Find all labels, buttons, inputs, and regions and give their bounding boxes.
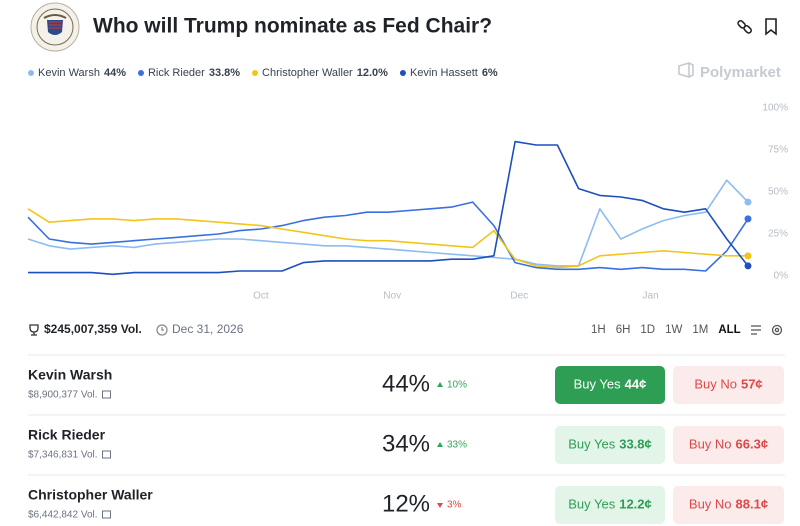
legend-name: Kevin Warsh	[38, 67, 100, 79]
buy-yes-price[interactable]: 33.8¢	[619, 436, 652, 451]
brand-icon	[678, 61, 694, 79]
series-end-dot	[744, 198, 752, 206]
legend-value: 33.8%	[209, 67, 240, 79]
series-end-dot	[744, 215, 752, 223]
buy-no-label[interactable]: Buy No	[689, 436, 732, 451]
y-tick-label: 50%	[768, 187, 788, 198]
trophy-icon	[29, 324, 39, 336]
market-logo	[30, 2, 80, 52]
series-end-dot	[744, 252, 752, 260]
x-tick-label: Nov	[383, 291, 401, 302]
series-end-dot	[744, 262, 752, 270]
market-name: Christopher Waller	[28, 487, 153, 503]
x-tick-label: Oct	[253, 291, 269, 302]
market-change: 3%	[447, 500, 462, 511]
buy-yes-label[interactable]: Buy Yes	[568, 496, 615, 511]
market-chance: 12%	[382, 490, 430, 517]
market-change: 10%	[447, 380, 467, 391]
gift-icon	[102, 510, 112, 519]
change-up-arrow	[437, 442, 443, 447]
market-chance: 34%	[382, 430, 430, 457]
legend-dot	[28, 70, 34, 76]
market-name: Rick Rieder	[28, 427, 106, 443]
buy-yes-button[interactable]	[555, 486, 665, 524]
title: Who will Trump nominate as Fed Chair?	[93, 15, 492, 38]
buy-yes-label[interactable]: Buy Yes	[568, 436, 615, 451]
change-up-arrow	[437, 382, 443, 387]
series-line	[28, 140, 749, 276]
buy-no-price[interactable]: 66.3¢	[736, 436, 769, 451]
y-tick-label: 100%	[762, 103, 788, 114]
legend-dot	[399, 70, 406, 76]
market-volume: $6,442,842 Vol.	[28, 510, 98, 521]
buy-yes-label[interactable]: Buy Yes	[574, 376, 621, 391]
buy-no-label[interactable]: Buy No	[694, 376, 737, 391]
total-volume: $245,007,359 Vol.	[44, 322, 142, 336]
legend-value: 44%	[104, 67, 126, 79]
x-tick-label: Jan	[643, 291, 659, 302]
y-tick-label: 25%	[768, 229, 788, 240]
y-tick-label: 75%	[768, 145, 788, 156]
buy-yes-price[interactable]: 44¢	[625, 376, 647, 391]
bookmark-icon[interactable]	[765, 18, 777, 36]
legend-dot	[137, 70, 144, 76]
market-volume: $8,900,377 Vol.	[28, 390, 98, 401]
legend-name: Rick Rieder	[148, 67, 205, 79]
change-down-arrow	[437, 503, 443, 508]
market-change: 33%	[447, 440, 467, 451]
buy-no-label[interactable]: Buy No	[689, 496, 732, 511]
market-volume: $7,346,831 Vol.	[28, 450, 98, 461]
buy-yes-button[interactable]	[555, 426, 665, 464]
buy-no-price[interactable]: 57¢	[741, 376, 763, 391]
range-button[interactable]: ALL	[718, 324, 740, 336]
market-chance: 44%	[382, 370, 430, 397]
buy-no-button[interactable]	[673, 426, 784, 464]
series-line	[27, 201, 749, 272]
legend-value: 6%	[482, 67, 498, 79]
buy-yes-button[interactable]	[555, 366, 665, 404]
chart-options-icon[interactable]	[751, 324, 783, 336]
legend-value: 12.0%	[357, 67, 388, 79]
legend-name: Kevin Hassett	[410, 67, 478, 79]
clock-icon	[156, 324, 168, 336]
market-name: Kevin Warsh	[28, 367, 112, 383]
series-line	[27, 208, 748, 269]
buy-no-button[interactable]	[673, 366, 784, 404]
legend-name: Christopher Waller	[262, 67, 353, 79]
clock-hand	[161, 327, 164, 331]
series-line	[27, 179, 749, 267]
gift-icon	[102, 390, 112, 399]
range-button[interactable]: 1H	[591, 324, 606, 336]
copy-link-icon[interactable]	[737, 19, 753, 34]
range-button[interactable]: 6H	[616, 324, 631, 336]
x-tick-label: Dec	[510, 291, 528, 302]
buy-no-price[interactable]: 88.1¢	[736, 496, 769, 511]
y-tick-label: 0%	[774, 271, 789, 282]
buy-no-button[interactable]	[673, 486, 784, 524]
range-button[interactable]: 1W	[665, 324, 682, 336]
end-date: Dec 31, 2026	[172, 322, 244, 336]
range-button[interactable]: 1D	[640, 324, 655, 336]
legend-dot	[252, 70, 259, 76]
range-button[interactable]: 1M	[692, 324, 708, 336]
brand: Polymarket	[700, 64, 781, 81]
gift-icon	[102, 450, 112, 459]
buy-yes-price[interactable]: 12.2¢	[619, 496, 652, 511]
